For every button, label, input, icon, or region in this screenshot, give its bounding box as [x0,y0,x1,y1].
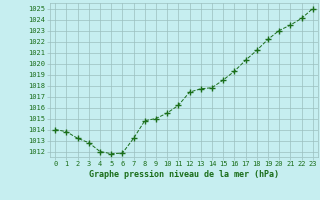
X-axis label: Graphe pression niveau de la mer (hPa): Graphe pression niveau de la mer (hPa) [89,170,279,179]
